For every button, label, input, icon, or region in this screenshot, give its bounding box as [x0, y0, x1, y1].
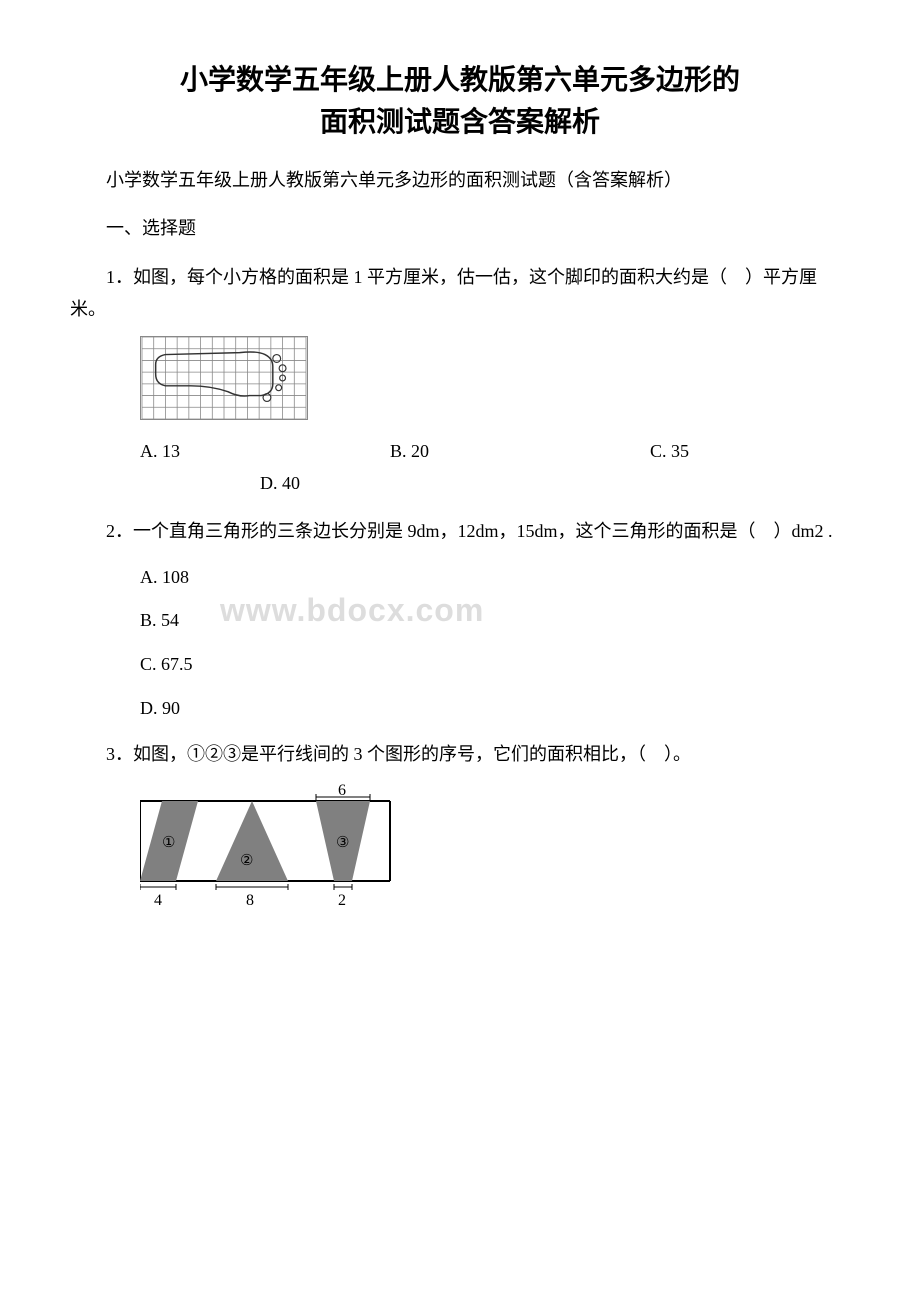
- question-1-options: A. 13 B. 20 C. 35 D. 40: [140, 435, 850, 500]
- shape-label-2: ②: [240, 853, 253, 869]
- parallel-shapes: 6 ① ② ③ 4 8 2: [140, 781, 400, 911]
- question-3-figure: 6 ① ② ③ 4 8 2: [140, 781, 850, 916]
- q2-option-a: A. 108: [140, 558, 850, 598]
- question-1-figure: [140, 336, 850, 425]
- question-2-text: 2．一个直角三角形的三条边长分别是 9dm，12dm，15dm，这个三角形的面积…: [70, 515, 850, 547]
- q2-option-b: B. 54: [140, 601, 850, 641]
- section-header-1: 一、选择题: [70, 212, 850, 244]
- bottom-label-8: 8: [246, 892, 254, 909]
- question-2-options: A. 108 B. 54 C. 67.5 D. 90: [140, 558, 850, 728]
- q1-option-d: D. 40: [260, 467, 850, 499]
- q1-option-b: B. 20: [390, 435, 650, 467]
- footprint-grid: [140, 336, 308, 420]
- shape-label-3: ③: [336, 835, 349, 851]
- bottom-label-4: 4: [154, 892, 162, 909]
- q2-option-d: D. 90: [140, 689, 850, 729]
- subtitle: 小学数学五年级上册人教版第六单元多边形的面积测试题（含答案解析）: [70, 164, 850, 196]
- q1-option-c: C. 35: [650, 435, 770, 467]
- page-title: 小学数学五年级上册人教版第六单元多边形的 面积测试题含答案解析: [70, 60, 850, 144]
- question-1-text: 1．如图，每个小方格的面积是 1 平方厘米，估一估，这个脚印的面积大约是（ ）平…: [70, 261, 850, 326]
- bottom-label-2: 2: [338, 892, 346, 909]
- document-content: 小学数学五年级上册人教版第六单元多边形的 面积测试题含答案解析 小学数学五年级上…: [70, 60, 850, 916]
- title-line-1: 小学数学五年级上册人教版第六单元多边形的: [180, 65, 740, 96]
- question-3-text: 3．如图，①②③是平行线间的 3 个图形的序号，它们的面积相比，（ ）。: [70, 738, 850, 770]
- top-label-6: 6: [338, 782, 346, 799]
- title-line-2: 面积测试题含答案解析: [320, 107, 600, 138]
- q2-option-c: C. 67.5: [140, 645, 850, 685]
- q1-option-a: A. 13: [140, 435, 390, 467]
- shape-label-1: ①: [162, 835, 175, 851]
